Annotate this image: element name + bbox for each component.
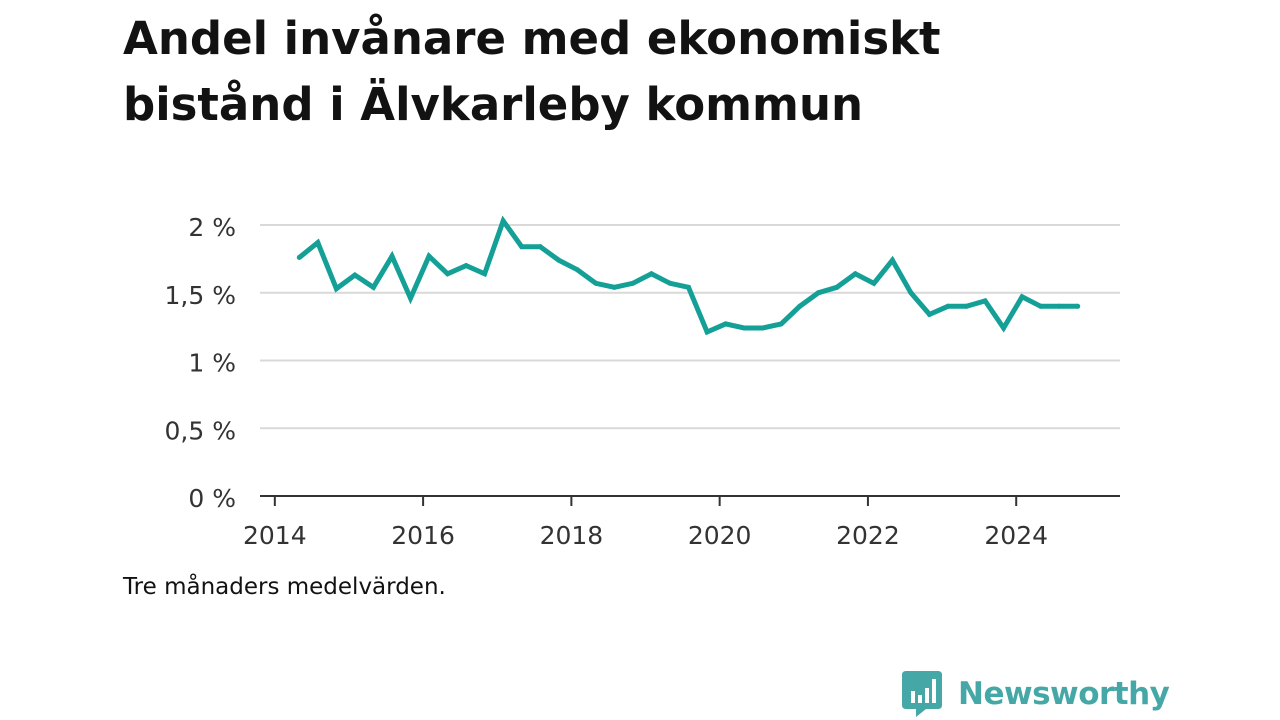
chart-note: Tre månaders medelvärden. — [123, 574, 446, 600]
newsworthy-logo-icon — [902, 671, 942, 717]
data-point — [389, 253, 395, 259]
data-point — [296, 255, 302, 261]
data-point — [704, 329, 710, 335]
data-point — [908, 290, 914, 296]
data-point — [1056, 303, 1062, 309]
data-point — [982, 298, 988, 304]
y-tick-label: 2 % — [188, 213, 236, 242]
data-point — [333, 286, 339, 292]
brand-name: Newsworthy — [958, 676, 1170, 712]
data-point — [1075, 303, 1081, 309]
y-tick-label: 1,5 % — [165, 281, 236, 310]
data-point — [500, 218, 506, 224]
data-point — [1001, 325, 1007, 331]
data-point — [667, 280, 673, 286]
data-point — [926, 311, 932, 317]
data-point — [686, 284, 692, 290]
data-point — [445, 271, 451, 277]
data-point — [852, 271, 858, 277]
x-tick-label: 2020 — [688, 521, 752, 550]
x-tick-label: 2022 — [836, 521, 900, 550]
x-tick-label: 2016 — [391, 521, 455, 550]
data-point — [964, 303, 970, 309]
y-tick-label: 1 % — [188, 349, 236, 378]
data-point — [611, 284, 617, 290]
data-point — [889, 257, 895, 263]
data-point — [315, 240, 321, 246]
data-point — [871, 280, 877, 286]
data-point — [723, 321, 729, 327]
series-line — [297, 215, 1078, 336]
y-tick-label: 0,5 % — [165, 416, 236, 445]
x-tick-label: 2014 — [243, 521, 307, 550]
data-point — [815, 290, 821, 296]
data-point — [797, 303, 803, 309]
data-point — [945, 303, 951, 309]
data-point — [463, 263, 469, 269]
data-point — [760, 325, 766, 331]
data-point — [630, 280, 636, 286]
data-point — [648, 271, 654, 277]
data-point — [1038, 303, 1044, 309]
data-point — [593, 280, 599, 286]
chart-title: Andel invånare med ekonomiskt bistånd i … — [123, 12, 941, 131]
data-point — [426, 253, 432, 259]
data-point — [556, 257, 562, 263]
data-point — [741, 325, 747, 331]
data-point — [352, 272, 358, 278]
data-point — [519, 244, 525, 250]
x-tick-label: 2024 — [984, 521, 1048, 550]
y-tick-label: 0 % — [188, 484, 236, 513]
data-point — [834, 284, 840, 290]
x-tick-label: 2018 — [540, 521, 604, 550]
newsworthy-logo[interactable]: Newsworthy — [902, 670, 1170, 718]
data-point — [537, 244, 543, 250]
data-point — [408, 295, 413, 301]
data-point — [370, 284, 376, 290]
data-point — [482, 271, 488, 277]
data-point — [1019, 294, 1025, 300]
data-point — [574, 267, 580, 273]
data-point — [778, 321, 784, 327]
